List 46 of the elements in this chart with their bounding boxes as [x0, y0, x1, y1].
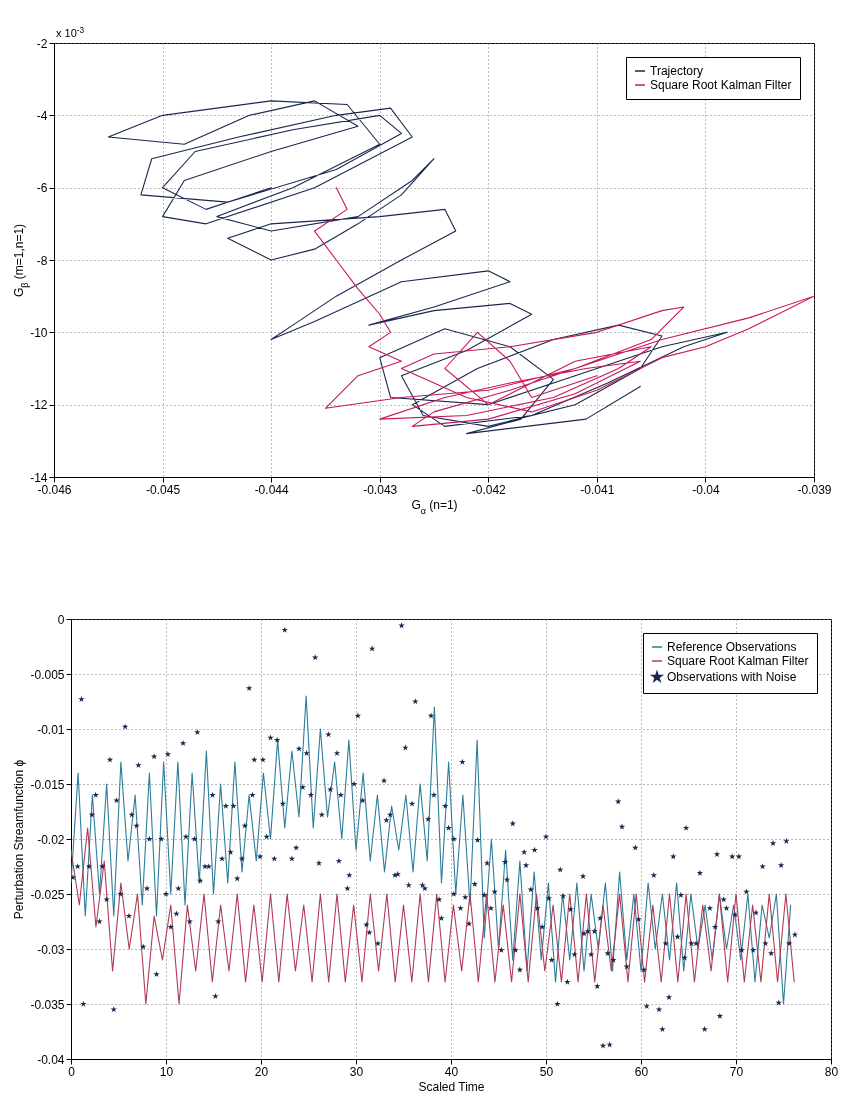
- x-tick-label: -0.041: [580, 482, 615, 497]
- y-tick-label: -2: [36, 36, 48, 51]
- y-tick-label: -10: [30, 325, 48, 340]
- y-tick-label: -0.02: [37, 832, 65, 847]
- legend-label: Square Root Kalman Filter: [650, 78, 792, 92]
- y-tick-label: -0.03: [37, 942, 65, 957]
- x-tick-label: -0.045: [146, 482, 181, 497]
- x-tick-label: 10: [159, 1064, 174, 1079]
- x-tick-label: 40: [444, 1064, 459, 1079]
- y-tick-label: -0.015: [30, 777, 65, 792]
- y-tick-label: 0: [57, 612, 65, 627]
- y-tick-label: -0.01: [37, 722, 65, 737]
- x-tick-label: 50: [539, 1064, 554, 1079]
- line-series: [107, 100, 728, 435]
- y-axis-title: Perturbation Streamfunction ϕ: [12, 759, 27, 920]
- y-tick-label: -0.035: [30, 997, 65, 1012]
- x-tick-label: 70: [729, 1064, 744, 1079]
- x-tick-label: -0.044: [254, 482, 289, 497]
- y-tick-label: -0.005: [30, 667, 65, 682]
- legend-label: Reference Observations: [667, 640, 797, 654]
- line-series: [71, 695, 792, 1005]
- x-tick-label: -0.039: [797, 482, 832, 497]
- line-series: [314, 187, 814, 427]
- y-tick-label: -14: [30, 470, 48, 485]
- y-tick-label: -6: [36, 181, 48, 196]
- legend-label: Trajectory: [650, 64, 703, 78]
- x-tick-label: -0.042: [471, 482, 507, 497]
- x-tick-label: 20: [254, 1064, 269, 1079]
- x-tick-label: 30: [349, 1064, 364, 1079]
- x-tick-label: -0.043: [363, 482, 398, 497]
- y-tick-label: -8: [36, 253, 48, 268]
- text: x 10$^{-3}$: [56, 25, 85, 39]
- x-tick-label: 0: [68, 1064, 76, 1079]
- y-tick-label: -0.04: [37, 1052, 65, 1067]
- y-tick-label: -4: [36, 108, 48, 123]
- y-tick-label: -12: [30, 398, 48, 413]
- x-axis-title: Scaled Time: [418, 1079, 485, 1094]
- line-series: [71, 827, 795, 1005]
- legend-label: Square Root Kalman Filter: [667, 654, 809, 668]
- x-tick-label: 80: [824, 1064, 839, 1079]
- x-tick-label: 60: [634, 1064, 649, 1079]
- x-tick-label: -0.046: [37, 482, 72, 497]
- x-tick-label: -0.04: [692, 482, 720, 497]
- legend-label: Observations with Noise: [667, 670, 797, 684]
- y-tick-label: -0.025: [30, 887, 65, 902]
- x-axis-title: G$_{α}$ (n=1): [411, 497, 458, 516]
